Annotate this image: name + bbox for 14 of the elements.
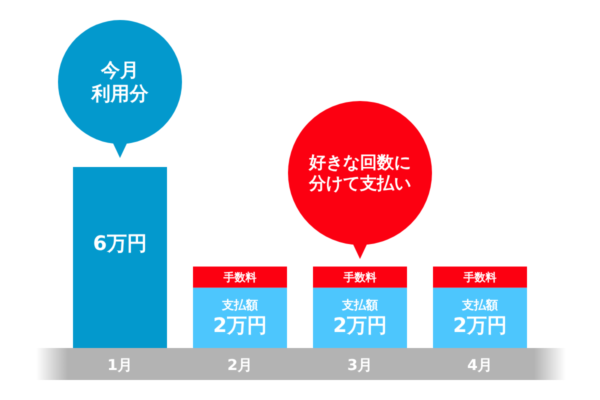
data-label: 支払額 2万円 (453, 298, 507, 337)
text: 手数料 (224, 271, 256, 284)
annotation: 好きな回数に分けて支払い (308, 152, 411, 194)
legend-label: 手数料 (342, 271, 376, 284)
data-label: 6万円 (93, 231, 147, 255)
annotation: 好きな回数に分けて支払い (288, 101, 432, 259)
data-label: 支払額 2万円 (333, 298, 387, 337)
x-tick-label: 3月 (347, 356, 373, 374)
x-tick-label: 1月 (107, 356, 133, 374)
x-tick-label: 2月 (227, 356, 253, 374)
data-label: 支払額 2万円 (213, 298, 267, 337)
text: 手数料 (464, 271, 496, 284)
x-tick-label: 4月 (467, 356, 493, 374)
annotation: 今月利用分 (58, 20, 182, 158)
